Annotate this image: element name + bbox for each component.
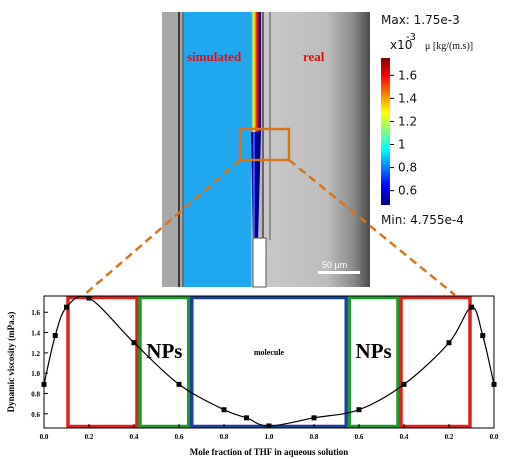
- interface-band: [251, 12, 261, 132]
- zoom-box: [238, 127, 291, 162]
- colorbar-quantity: μ [kg/(m.s)]: [425, 41, 473, 52]
- data-points: [41, 295, 497, 429]
- data-point: [131, 340, 137, 346]
- scalebar: [318, 271, 360, 274]
- y-tick-label: 1.0: [31, 370, 40, 378]
- data-point: [244, 415, 249, 421]
- colorbar-ticks: 1.6 1.4 1.2 1 0.8 0.6: [390, 68, 417, 198]
- x-tick-label: 0.8: [220, 433, 229, 441]
- data-point: [446, 340, 452, 346]
- viscosity-curve: [43, 295, 495, 427]
- data-point: [64, 304, 69, 310]
- region-box: [66, 295, 139, 429]
- colorbar-tick-label: 1.4: [398, 91, 417, 105]
- viscosity-chart: NPs molecule NPs 0.6 0.8 1.0 1.2 1.4 1.6 0.0 0.2…: [6, 295, 499, 457]
- y-tick-label: 1.4: [31, 330, 40, 338]
- nozzle: [252, 237, 267, 288]
- colorbar-max-label: Max: 1.75e-3: [381, 13, 460, 27]
- colorbar-tick-label: 1.6: [398, 68, 417, 82]
- data-point: [311, 415, 317, 421]
- zoom-line-right: [288, 159, 456, 296]
- x-tick-label: 0.6: [355, 433, 364, 441]
- y-axis-label: Dynamic viscosity (mPa.s): [6, 312, 16, 413]
- label-simulated: simulated: [187, 49, 242, 64]
- zoom-line-left: [83, 159, 241, 296]
- x-tick-label: 1.0: [265, 433, 274, 441]
- y-tick-label: 1.2: [31, 350, 40, 358]
- data-point: [266, 423, 272, 429]
- colorbar: Max: 1.75e-3 x10 -3 μ [kg/(m.s)] 1.61.41…: [381, 13, 473, 227]
- colorbar-tick-label: 1.2: [398, 114, 417, 128]
- data-point: [491, 381, 497, 387]
- simulation-image: 50 μm simulated real: [162, 12, 370, 288]
- x-tick-label: 0.4: [130, 433, 139, 441]
- colorbar-multiplier-base: x10: [390, 38, 412, 52]
- colorbar-tick-label: 0.6: [398, 184, 417, 198]
- chart-regions: NPs molecule NPs: [66, 295, 472, 429]
- data-point: [176, 381, 182, 387]
- x-tick-label: 0.0: [40, 433, 49, 441]
- colorbar-gradient: [381, 58, 390, 205]
- x-tick-label: 0.8: [310, 433, 319, 441]
- region-box: [138, 295, 191, 429]
- y-tick-label: 0.6: [31, 411, 40, 419]
- region-box: [347, 295, 400, 429]
- x-tick-label: 0.2: [445, 433, 454, 441]
- x-axis-label: Mole fraction of THF in aqueous solution: [190, 447, 349, 457]
- region-label: NPs: [356, 339, 392, 363]
- x-tick-label: 0.6: [175, 433, 184, 441]
- y-tick-label: 0.8: [31, 390, 40, 398]
- y-axis-ticks: 0.6 0.8 1.0 1.2 1.4 1.6: [31, 309, 48, 419]
- data-point: [469, 304, 474, 310]
- region-label: NPs: [146, 339, 182, 363]
- region-box: [399, 295, 472, 429]
- left-wall: [162, 12, 184, 287]
- label-real: real: [303, 49, 325, 64]
- region-box: [190, 295, 348, 429]
- colorbar-tick-label: 1: [398, 138, 406, 152]
- region-label: molecule: [254, 348, 285, 357]
- y-tick-label: 1.6: [31, 309, 40, 317]
- plot-frame: [43, 295, 495, 429]
- x-axis-ticks: 0.0 0.2 0.4 0.6 0.8 1.0 0.8 0.6 0.4 0.2 0.0: [40, 424, 499, 441]
- x-tick-label: 0.4: [400, 433, 409, 441]
- colorbar-multiplier-exp: -3: [406, 32, 416, 43]
- real-fluid: [262, 12, 370, 287]
- x-tick-label: 0.2: [85, 433, 94, 441]
- data-point: [52, 333, 58, 339]
- colorbar-tick-label: 0.8: [398, 161, 417, 175]
- data-point: [356, 407, 362, 413]
- scalebar-label: 50 μm: [322, 260, 347, 270]
- data-point: [221, 407, 227, 413]
- data-point: [401, 381, 407, 387]
- colorbar-min-label: Min: 4.755e-4: [381, 213, 464, 227]
- data-point: [480, 333, 486, 339]
- data-point: [41, 381, 47, 387]
- data-point: [86, 295, 92, 301]
- x-tick-label: 0.0: [490, 433, 499, 441]
